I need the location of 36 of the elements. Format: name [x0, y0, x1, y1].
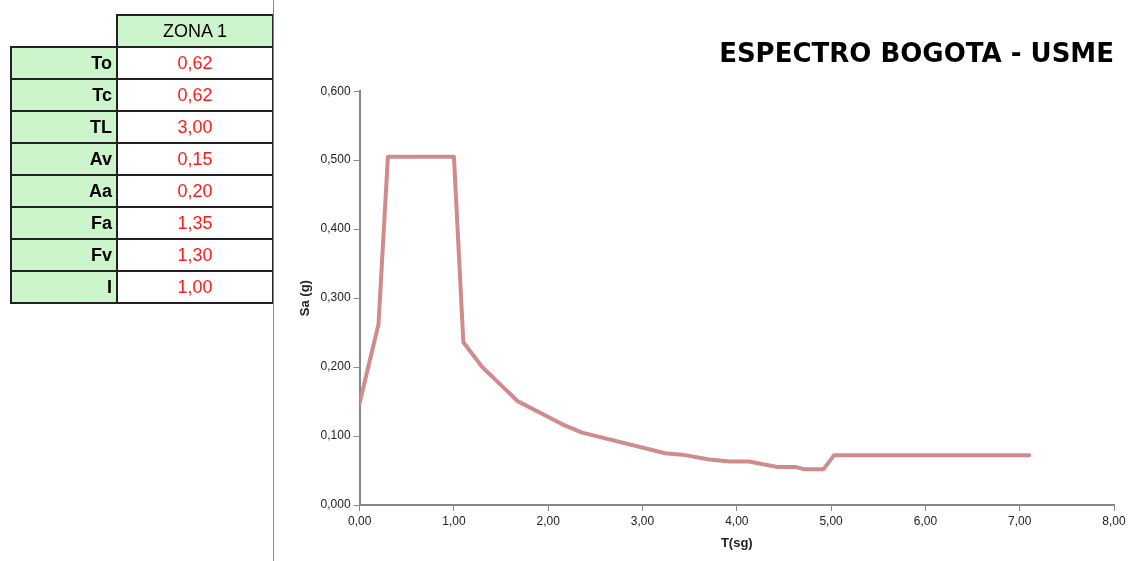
y-tick-label: 0,200: [320, 359, 351, 374]
chart-title: ESPECTRO BOGOTA - USME: [719, 38, 1114, 69]
x-tick-label: 5,00: [819, 513, 844, 528]
x-tick-label: 0,00: [347, 513, 372, 528]
y-axis-title: Sa (g): [297, 280, 313, 317]
text: 1,00: [177, 276, 213, 297]
x-tick-label: 7,00: [1008, 513, 1032, 528]
text: 1,30: [177, 244, 213, 265]
category-label: Tc: [11, 79, 117, 111]
text: 1,35: [177, 212, 213, 233]
text: 0,20: [177, 180, 213, 201]
category-label: Aa: [11, 175, 117, 207]
category-label: I: [11, 271, 117, 303]
x-tick-label: 4,00: [725, 513, 749, 528]
x-tick-label: 3,00: [630, 513, 655, 528]
x-axis-title: T(sg): [720, 534, 753, 550]
category-label: Fv: [11, 239, 117, 271]
text: 0,62: [177, 52, 213, 73]
y-tick-label: 0,600: [320, 83, 351, 98]
category-label: To: [11, 47, 117, 79]
category-label: Fa: [11, 207, 117, 239]
text: ZONA 1: [117, 15, 273, 47]
text: 3,00: [177, 116, 213, 137]
x-tick-label: 8,00: [1102, 513, 1126, 528]
x-tick-label: 2,00: [536, 513, 561, 528]
y-tick-label: 0,000: [320, 497, 351, 512]
x-tick-label: 1,00: [442, 513, 466, 528]
y-tick-label: 0,300: [320, 290, 351, 305]
text: 0,15: [177, 148, 213, 169]
category-label: TL: [11, 111, 117, 143]
text: 0,62: [177, 84, 213, 105]
x-tick-label: 6,00: [913, 513, 938, 528]
y-tick-label: 0,100: [320, 428, 351, 443]
category-label: Av: [11, 143, 117, 175]
y-tick-label: 0,500: [320, 152, 351, 167]
y-tick-label: 0,400: [320, 221, 351, 236]
